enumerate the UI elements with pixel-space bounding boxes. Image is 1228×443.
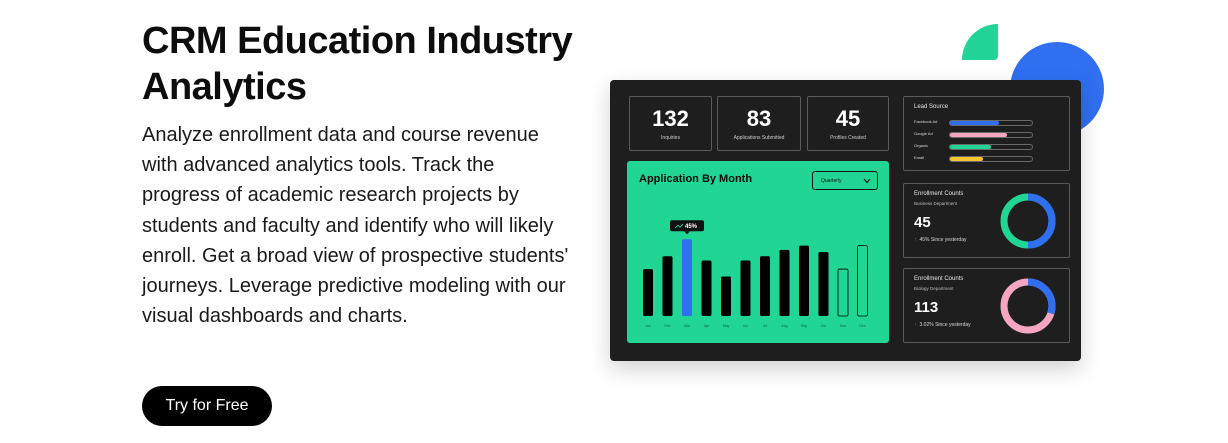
lead-source-row: Email xyxy=(914,155,1064,163)
x-tick-label: Feb xyxy=(664,324,670,328)
lead-source-bar xyxy=(949,132,1033,138)
stat-value: 132 xyxy=(652,106,689,131)
lead-source-row: Google Ad xyxy=(914,131,1064,139)
arrow-up-icon: ↑ xyxy=(914,237,917,243)
donut-segment xyxy=(1000,193,1056,249)
enrollment-value: 45 xyxy=(914,214,931,231)
x-tick-label: Jun xyxy=(743,324,749,328)
lead-source-bar xyxy=(949,144,1033,150)
lead-source-row: Organic xyxy=(914,143,1064,151)
lead-source-bar-fill xyxy=(950,145,991,149)
x-tick-label: Mar xyxy=(684,324,691,328)
lead-source-label: Facebook Ad xyxy=(914,119,938,124)
lead-source-bar-fill xyxy=(950,133,1008,137)
chart-bar xyxy=(682,239,692,316)
page-description: Analyze enrollment data and course reven… xyxy=(142,124,569,328)
stat-value: 83 xyxy=(746,106,772,131)
lead-source-bar xyxy=(949,120,1033,126)
enrollment-title: Enrollment Counts xyxy=(914,276,964,282)
stat-value: 45 xyxy=(835,106,861,131)
chart-tooltip xyxy=(670,220,704,232)
tooltip-label: 45% xyxy=(685,224,698,230)
chart-bar xyxy=(837,268,849,317)
lead-source-label: Google Ad xyxy=(914,131,933,136)
chart-bar xyxy=(721,276,731,316)
lead-source-label: Organic xyxy=(914,143,929,148)
stat-label: Inquiries xyxy=(661,135,680,141)
enrollment-trend: ↑ 45% Since yesterday xyxy=(914,237,966,243)
enrollment-trend-text: 3.02% Since yesterday xyxy=(919,322,971,328)
chart-bar xyxy=(701,260,712,316)
dashboard-preview: 132 Inquiries 83 Applications Submitted … xyxy=(610,80,1081,361)
arrow-up-icon: ↑ xyxy=(914,322,917,328)
enrollment-donut-chart xyxy=(1000,193,1056,249)
stat-label: Profiles Created xyxy=(830,135,866,141)
bar-chart: Jan Feb Mar 45% Apr May Jun Jul Aug Sep Oct Nov Dec xyxy=(643,220,868,328)
page-title: CRM Education Industry Analytics xyxy=(142,20,573,108)
enrollment-value: 113 xyxy=(914,299,939,316)
chart-bar xyxy=(857,245,868,317)
x-tick-label: Dec xyxy=(859,324,865,328)
lead-source-bar-fill xyxy=(950,157,983,161)
enrollment-department: Biology Department xyxy=(914,286,954,291)
x-tick-label: Oct xyxy=(821,324,826,328)
x-tick-label: Sep xyxy=(801,324,807,328)
dropdown-value: Quarterly xyxy=(821,177,842,184)
lead-source-card: Lead Source Facebook Ad Google Ad Organic E… xyxy=(903,96,1070,171)
enrollment-card-biology: Enrollment Counts Biology Department 113… xyxy=(903,268,1070,343)
enrollment-trend: ↑ 3.02% Since yesterday xyxy=(914,322,971,328)
application-chart-panel: Application By Month Quarterly Jan Feb Mar… xyxy=(627,161,889,343)
chevron-down-icon xyxy=(863,178,871,183)
chart-bar xyxy=(643,269,653,316)
x-tick-label: Apr xyxy=(704,324,710,328)
chart-bar xyxy=(799,245,809,316)
lead-source-title: Lead Source xyxy=(914,104,949,110)
lead-source-label: Email xyxy=(914,155,925,160)
x-tick-label: Jan xyxy=(645,324,651,328)
chart-bar xyxy=(760,256,770,316)
stat-label: Applications Submitted xyxy=(733,135,785,141)
donut-segment xyxy=(1000,278,1056,334)
stat-card-applications: 83 Applications Submitted xyxy=(717,96,801,151)
chart-bar xyxy=(779,249,790,316)
enrollment-trend-text: 45% Since yesterday xyxy=(919,237,967,243)
chart-bar xyxy=(662,256,673,316)
stat-card-inquiries: 132 Inquiries xyxy=(629,96,712,151)
lead-source-bar xyxy=(949,156,1033,162)
enrollment-donut-chart xyxy=(1000,278,1056,334)
x-tick-label: May xyxy=(723,324,730,328)
chart-bar xyxy=(818,252,829,316)
x-tick-label: Jul xyxy=(763,324,768,328)
enrollment-department: Business Department xyxy=(914,201,958,206)
trend-up-icon xyxy=(674,223,684,229)
decorative-quarter-circle xyxy=(962,24,998,60)
x-tick-label: Nov xyxy=(840,324,846,328)
try-for-free-button[interactable]: Try for Free xyxy=(142,386,272,426)
lead-source-bar-fill xyxy=(950,121,1000,125)
x-tick-label: Aug xyxy=(781,324,787,328)
enrollment-card-business: Enrollment Counts Business Department 45… xyxy=(903,183,1070,258)
lead-source-row: Facebook Ad xyxy=(914,119,1064,127)
stat-card-profiles: 45 Profiles Created xyxy=(807,96,889,151)
chart-bar xyxy=(740,260,751,316)
chart-title: Application By Month xyxy=(639,173,753,185)
period-dropdown[interactable]: Quarterly xyxy=(812,171,878,190)
enrollment-title: Enrollment Counts xyxy=(914,191,964,197)
